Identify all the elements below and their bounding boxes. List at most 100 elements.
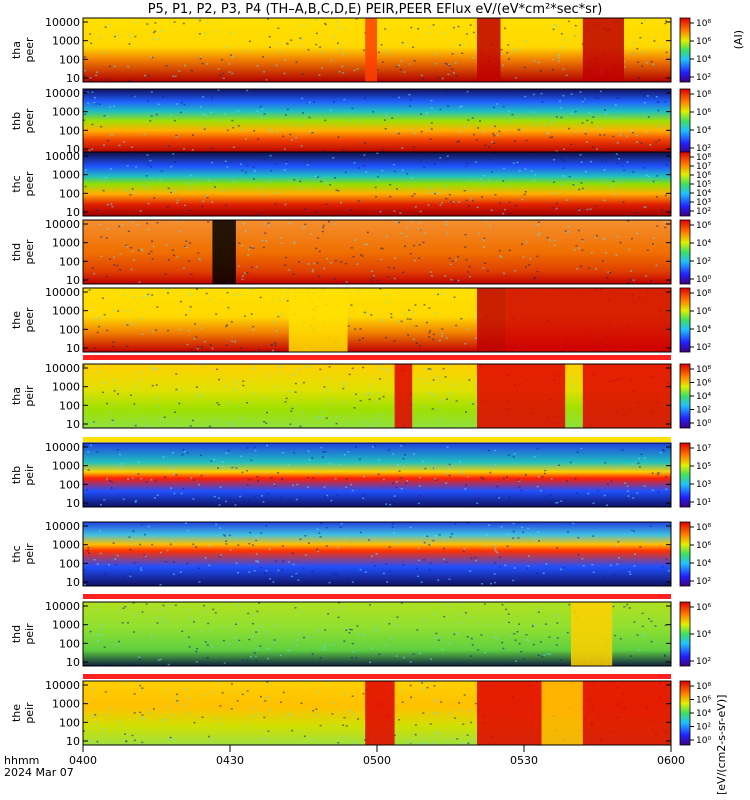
panel-probe-label: thd — [10, 625, 23, 643]
spectrogram-noise — [83, 522, 670, 586]
y-tick-label: 10000 — [45, 679, 80, 692]
y-tick-label: 10000 — [45, 218, 80, 231]
colorbar — [679, 17, 691, 83]
y-tick-label: 100 — [59, 255, 80, 268]
panel-species-label: peir — [23, 543, 36, 565]
time-axis-label: hhmm — [4, 754, 39, 767]
panel-probe-label: thb — [10, 466, 23, 484]
spectrogram-event — [365, 681, 395, 745]
figure-title: P5, P1, P2, P3, P4 (TH–A,B,C,D,E) PEIR,P… — [148, 2, 603, 17]
panel-probe-label: the — [10, 704, 23, 722]
x-tick-label: 0600 — [657, 754, 685, 767]
panel-species-label: peir — [23, 385, 36, 407]
y-tick-label: 100 — [59, 478, 80, 491]
y-tick-label: 1000 — [52, 698, 80, 711]
spectrogram-noise — [83, 89, 667, 152]
colorbar — [679, 521, 691, 587]
panel-tha-peer: 10000 1000 100 10 tha peer 10⁸ 10⁶ 10⁴ 10² (AI) — [10, 16, 745, 85]
colorbar-tick-label: 10² — [696, 343, 711, 353]
panel-thd-peir: 10000 1000 100 10 thd peir 10⁶ 10⁴ 10² — [10, 600, 711, 669]
colorbar-tick-label: 10⁶ — [696, 171, 711, 181]
y-tick-label: 10000 — [45, 16, 80, 29]
colorbar-tick-label: 10⁸ — [696, 90, 711, 100]
y-tick-label: 10 — [66, 72, 80, 85]
y-tick-label: 100 — [59, 124, 80, 137]
panel-probe-label: thd — [10, 243, 23, 261]
y-tick-label: 10 — [66, 735, 80, 748]
colorbar-tick-label: 10⁴ — [696, 392, 711, 402]
colorbar — [679, 88, 691, 154]
panel-species-label: peir — [23, 623, 36, 645]
colorbar-tick-label: 10³ — [696, 480, 711, 490]
panel-tha-peir: 10000 1000 100 10 tha peir 10⁸ 10⁶ 10⁴ 10² 10⁰ — [10, 362, 711, 431]
colorbar-tick-label: 10⁴ — [696, 126, 711, 136]
panel-frame — [82, 601, 672, 667]
colorbar-tick-label: 10⁴ — [696, 55, 711, 65]
panel-probe-label: thc — [10, 545, 23, 562]
y-tick-label: 1000 — [52, 169, 80, 182]
spectrogram-fill — [83, 443, 671, 507]
colorbar-tick-label: 10² — [696, 207, 711, 217]
colorbar-tick-label: 10² — [696, 723, 711, 733]
panel-species-label: peer — [23, 239, 36, 265]
spectrogram-event — [365, 18, 377, 82]
spectrogram-event — [394, 364, 413, 428]
colorbar-tick-label: 10² — [696, 406, 711, 416]
time-axis: 0400 0430 0500 0530 0600 — [69, 745, 685, 767]
colorbar-tick-label: 10⁵ — [696, 462, 711, 472]
y-tick-label: 1000 — [52, 106, 80, 119]
y-tick-label: 10 — [66, 656, 80, 669]
x-tick-label: 0530 — [510, 754, 538, 767]
colorbar-tick-label: 10² — [696, 257, 711, 267]
y-tick-label: 10 — [66, 274, 80, 287]
spectrogram-event — [477, 364, 566, 428]
y-tick-label: 10000 — [45, 150, 80, 163]
panel-the-peir: 10000 1000 100 10 the peir 10⁸ 10⁶ 10⁴ 10² 10⁰ — [10, 679, 711, 748]
spectrogram-event — [541, 681, 583, 745]
colorbar-tick-label: 10⁴ — [696, 709, 711, 719]
spectrogram-fill — [83, 89, 671, 153]
y-tick-label: 1000 — [52, 539, 80, 552]
colorbar-tick-label: 10⁸ — [696, 153, 711, 163]
y-tick-label: 10000 — [45, 286, 80, 299]
panel-species-label: peer — [23, 171, 36, 197]
panel-thb-peer: 10000 1000 100 10 thb peer 10⁸ 10⁶ 10⁴ 10² — [10, 87, 711, 156]
panel-separator — [83, 437, 671, 442]
spectrogram-event — [582, 18, 624, 82]
y-tick-label: 10 — [66, 418, 80, 431]
y-tick-label: 10000 — [45, 600, 80, 613]
y-tick-label: 100 — [59, 323, 80, 336]
panel-frame — [82, 521, 672, 587]
x-tick-label: 0400 — [69, 754, 97, 767]
panel-frame — [82, 287, 672, 353]
colorbar-tick-label: 10² — [696, 577, 711, 587]
colorbar-tick-label: 10⁸ — [696, 365, 711, 375]
colorbar-tick-label: 10² — [696, 144, 711, 154]
y-tick-label: 10 — [66, 206, 80, 219]
colorbar-tick-label: 10⁰ — [696, 275, 711, 285]
colorbar-tick-label: 10⁴ — [696, 325, 711, 335]
spectrogram-event — [288, 288, 348, 352]
spectrogram-event — [582, 364, 671, 428]
colorbar — [679, 601, 691, 667]
panel-frame — [82, 363, 672, 429]
panel-separator — [83, 674, 671, 679]
x-tick-label: 0430 — [216, 754, 244, 767]
colorbar-tick-label: 10⁴ — [696, 559, 711, 569]
colorbar-tick-label: 10⁶ — [696, 108, 711, 118]
date-label: 2024 Mar 07 — [4, 766, 74, 779]
spectrogram-event — [477, 681, 542, 745]
colorbar-tick-label: 10⁴ — [696, 630, 711, 640]
colorbar-tick-label: 10² — [696, 657, 711, 667]
spectrogram-event — [477, 288, 507, 352]
colorbar-tick-label: 10² — [696, 73, 711, 83]
panel-thb-peir: 10000 1000 100 10 thb peir 10⁷ 10⁵ 10³ 10¹ — [10, 441, 711, 510]
panel-separator — [83, 594, 671, 599]
colorbar-unit-label: [eV/(cm2-s-sr-eV)] — [715, 695, 728, 795]
colorbar-tick-label: 10⁸ — [696, 682, 711, 692]
colorbar-side-label: (AI) — [732, 30, 745, 49]
colorbar-tick-label: 10⁰ — [696, 736, 711, 746]
colorbar-tick-label: 10⁰ — [696, 419, 711, 429]
y-tick-label: 10 — [66, 576, 80, 589]
